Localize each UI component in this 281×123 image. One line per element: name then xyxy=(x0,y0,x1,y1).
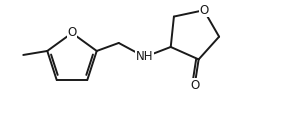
Text: O: O xyxy=(67,26,77,39)
Text: NH: NH xyxy=(136,50,153,63)
Text: O: O xyxy=(199,4,209,17)
Text: O: O xyxy=(190,79,199,92)
